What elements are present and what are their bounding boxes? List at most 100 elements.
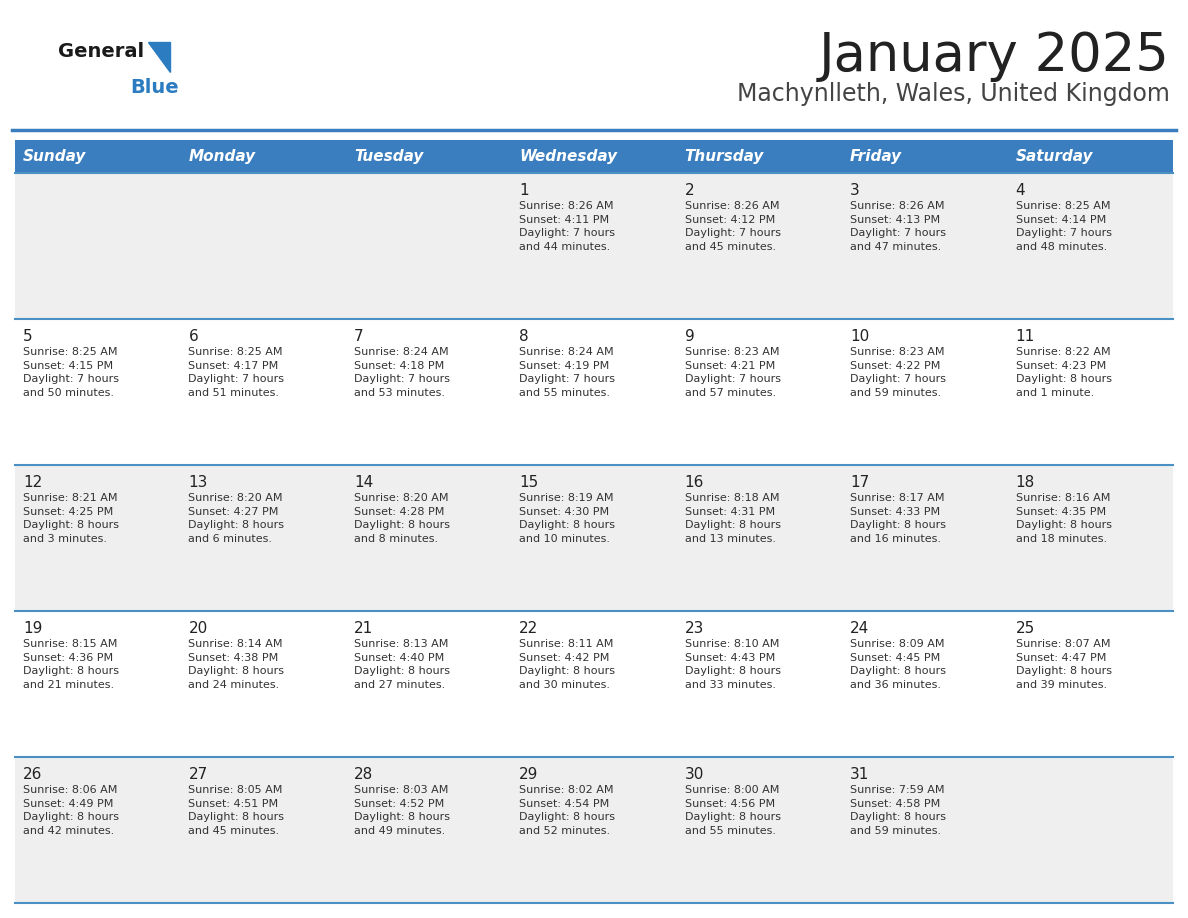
Text: Sunrise: 8:21 AM
Sunset: 4:25 PM
Daylight: 8 hours
and 3 minutes.: Sunrise: 8:21 AM Sunset: 4:25 PM Dayligh… bbox=[23, 493, 119, 543]
Text: Sunrise: 8:07 AM
Sunset: 4:47 PM
Daylight: 8 hours
and 39 minutes.: Sunrise: 8:07 AM Sunset: 4:47 PM Dayligh… bbox=[1016, 639, 1112, 689]
Text: Sunrise: 8:09 AM
Sunset: 4:45 PM
Daylight: 8 hours
and 36 minutes.: Sunrise: 8:09 AM Sunset: 4:45 PM Dayligh… bbox=[851, 639, 946, 689]
Bar bbox=[181, 173, 346, 319]
Text: 9: 9 bbox=[684, 329, 695, 344]
Text: 8: 8 bbox=[519, 329, 529, 344]
Text: Sunrise: 8:24 AM
Sunset: 4:19 PM
Daylight: 7 hours
and 55 minutes.: Sunrise: 8:24 AM Sunset: 4:19 PM Dayligh… bbox=[519, 347, 615, 397]
Text: Sunrise: 7:59 AM
Sunset: 4:58 PM
Daylight: 8 hours
and 59 minutes.: Sunrise: 7:59 AM Sunset: 4:58 PM Dayligh… bbox=[851, 785, 946, 835]
Text: 19: 19 bbox=[23, 621, 43, 636]
Text: 18: 18 bbox=[1016, 475, 1035, 490]
Text: Wednesday: Wednesday bbox=[519, 149, 618, 164]
Bar bbox=[677, 140, 842, 173]
Text: 25: 25 bbox=[1016, 621, 1035, 636]
Text: Machynlleth, Wales, United Kingdom: Machynlleth, Wales, United Kingdom bbox=[737, 82, 1170, 106]
Text: 30: 30 bbox=[684, 767, 704, 782]
Bar bbox=[842, 465, 1007, 611]
Bar bbox=[1007, 140, 1173, 173]
Text: 6: 6 bbox=[189, 329, 198, 344]
Text: Saturday: Saturday bbox=[1016, 149, 1093, 164]
Bar bbox=[181, 140, 346, 173]
Bar bbox=[181, 611, 346, 757]
Text: Sunrise: 8:26 AM
Sunset: 4:12 PM
Daylight: 7 hours
and 45 minutes.: Sunrise: 8:26 AM Sunset: 4:12 PM Dayligh… bbox=[684, 201, 781, 252]
Bar bbox=[15, 173, 181, 319]
Text: 16: 16 bbox=[684, 475, 704, 490]
Text: Sunrise: 8:20 AM
Sunset: 4:27 PM
Daylight: 8 hours
and 6 minutes.: Sunrise: 8:20 AM Sunset: 4:27 PM Dayligh… bbox=[189, 493, 284, 543]
Bar bbox=[1007, 319, 1173, 465]
Text: Sunrise: 8:14 AM
Sunset: 4:38 PM
Daylight: 8 hours
and 24 minutes.: Sunrise: 8:14 AM Sunset: 4:38 PM Dayligh… bbox=[189, 639, 284, 689]
Bar bbox=[677, 465, 842, 611]
Text: Sunrise: 8:25 AM
Sunset: 4:17 PM
Daylight: 7 hours
and 51 minutes.: Sunrise: 8:25 AM Sunset: 4:17 PM Dayligh… bbox=[189, 347, 284, 397]
Text: 4: 4 bbox=[1016, 183, 1025, 198]
Text: Sunrise: 8:15 AM
Sunset: 4:36 PM
Daylight: 8 hours
and 21 minutes.: Sunrise: 8:15 AM Sunset: 4:36 PM Dayligh… bbox=[23, 639, 119, 689]
Bar bbox=[15, 757, 181, 903]
Text: Sunrise: 8:25 AM
Sunset: 4:14 PM
Daylight: 7 hours
and 48 minutes.: Sunrise: 8:25 AM Sunset: 4:14 PM Dayligh… bbox=[1016, 201, 1112, 252]
Text: Sunrise: 8:02 AM
Sunset: 4:54 PM
Daylight: 8 hours
and 52 minutes.: Sunrise: 8:02 AM Sunset: 4:54 PM Dayligh… bbox=[519, 785, 615, 835]
Text: 3: 3 bbox=[851, 183, 860, 198]
Bar bbox=[511, 319, 677, 465]
Text: Sunrise: 8:18 AM
Sunset: 4:31 PM
Daylight: 8 hours
and 13 minutes.: Sunrise: 8:18 AM Sunset: 4:31 PM Dayligh… bbox=[684, 493, 781, 543]
Bar bbox=[15, 140, 181, 173]
Text: General: General bbox=[58, 42, 144, 61]
Bar bbox=[1007, 757, 1173, 903]
Bar bbox=[677, 611, 842, 757]
Text: Sunrise: 8:23 AM
Sunset: 4:21 PM
Daylight: 7 hours
and 57 minutes.: Sunrise: 8:23 AM Sunset: 4:21 PM Dayligh… bbox=[684, 347, 781, 397]
Text: Sunday: Sunday bbox=[23, 149, 87, 164]
Text: 22: 22 bbox=[519, 621, 538, 636]
Bar bbox=[346, 319, 511, 465]
Bar bbox=[1007, 465, 1173, 611]
Bar bbox=[15, 319, 181, 465]
Text: 28: 28 bbox=[354, 767, 373, 782]
Text: 24: 24 bbox=[851, 621, 870, 636]
Text: Sunrise: 8:22 AM
Sunset: 4:23 PM
Daylight: 8 hours
and 1 minute.: Sunrise: 8:22 AM Sunset: 4:23 PM Dayligh… bbox=[1016, 347, 1112, 397]
Text: Sunrise: 8:11 AM
Sunset: 4:42 PM
Daylight: 8 hours
and 30 minutes.: Sunrise: 8:11 AM Sunset: 4:42 PM Dayligh… bbox=[519, 639, 615, 689]
Bar bbox=[842, 757, 1007, 903]
Text: Sunrise: 8:10 AM
Sunset: 4:43 PM
Daylight: 8 hours
and 33 minutes.: Sunrise: 8:10 AM Sunset: 4:43 PM Dayligh… bbox=[684, 639, 781, 689]
Text: Sunrise: 8:03 AM
Sunset: 4:52 PM
Daylight: 8 hours
and 49 minutes.: Sunrise: 8:03 AM Sunset: 4:52 PM Dayligh… bbox=[354, 785, 450, 835]
Bar bbox=[346, 140, 511, 173]
Bar bbox=[677, 757, 842, 903]
Bar bbox=[15, 611, 181, 757]
Text: Sunrise: 8:26 AM
Sunset: 4:11 PM
Daylight: 7 hours
and 44 minutes.: Sunrise: 8:26 AM Sunset: 4:11 PM Dayligh… bbox=[519, 201, 615, 252]
Text: 13: 13 bbox=[189, 475, 208, 490]
Text: Sunrise: 8:26 AM
Sunset: 4:13 PM
Daylight: 7 hours
and 47 minutes.: Sunrise: 8:26 AM Sunset: 4:13 PM Dayligh… bbox=[851, 201, 946, 252]
Text: 31: 31 bbox=[851, 767, 870, 782]
Text: Sunrise: 8:00 AM
Sunset: 4:56 PM
Daylight: 8 hours
and 55 minutes.: Sunrise: 8:00 AM Sunset: 4:56 PM Dayligh… bbox=[684, 785, 781, 835]
Bar bbox=[346, 611, 511, 757]
Text: Monday: Monday bbox=[189, 149, 255, 164]
Text: 23: 23 bbox=[684, 621, 704, 636]
Polygon shape bbox=[148, 42, 170, 72]
Bar bbox=[511, 140, 677, 173]
Bar bbox=[842, 611, 1007, 757]
Text: 11: 11 bbox=[1016, 329, 1035, 344]
Bar bbox=[511, 611, 677, 757]
Text: Sunrise: 8:24 AM
Sunset: 4:18 PM
Daylight: 7 hours
and 53 minutes.: Sunrise: 8:24 AM Sunset: 4:18 PM Dayligh… bbox=[354, 347, 450, 397]
Text: 7: 7 bbox=[354, 329, 364, 344]
Bar bbox=[511, 757, 677, 903]
Text: 5: 5 bbox=[23, 329, 32, 344]
Text: 20: 20 bbox=[189, 621, 208, 636]
Text: 14: 14 bbox=[354, 475, 373, 490]
Bar bbox=[346, 757, 511, 903]
Text: 10: 10 bbox=[851, 329, 870, 344]
Bar bbox=[181, 465, 346, 611]
Text: Sunrise: 8:17 AM
Sunset: 4:33 PM
Daylight: 8 hours
and 16 minutes.: Sunrise: 8:17 AM Sunset: 4:33 PM Dayligh… bbox=[851, 493, 946, 543]
Text: Sunrise: 8:05 AM
Sunset: 4:51 PM
Daylight: 8 hours
and 45 minutes.: Sunrise: 8:05 AM Sunset: 4:51 PM Dayligh… bbox=[189, 785, 284, 835]
Text: 1: 1 bbox=[519, 183, 529, 198]
Bar bbox=[677, 319, 842, 465]
Text: Blue: Blue bbox=[129, 78, 178, 97]
Text: Tuesday: Tuesday bbox=[354, 149, 423, 164]
Text: 29: 29 bbox=[519, 767, 538, 782]
Text: 17: 17 bbox=[851, 475, 870, 490]
Text: 12: 12 bbox=[23, 475, 43, 490]
Text: 27: 27 bbox=[189, 767, 208, 782]
Bar bbox=[511, 465, 677, 611]
Text: January 2025: January 2025 bbox=[819, 30, 1170, 82]
Bar bbox=[346, 465, 511, 611]
Text: 21: 21 bbox=[354, 621, 373, 636]
Bar bbox=[511, 173, 677, 319]
Bar bbox=[677, 173, 842, 319]
Bar bbox=[1007, 173, 1173, 319]
Text: Thursday: Thursday bbox=[684, 149, 764, 164]
Text: Sunrise: 8:20 AM
Sunset: 4:28 PM
Daylight: 8 hours
and 8 minutes.: Sunrise: 8:20 AM Sunset: 4:28 PM Dayligh… bbox=[354, 493, 450, 543]
Text: Friday: Friday bbox=[851, 149, 902, 164]
Text: Sunrise: 8:06 AM
Sunset: 4:49 PM
Daylight: 8 hours
and 42 minutes.: Sunrise: 8:06 AM Sunset: 4:49 PM Dayligh… bbox=[23, 785, 119, 835]
